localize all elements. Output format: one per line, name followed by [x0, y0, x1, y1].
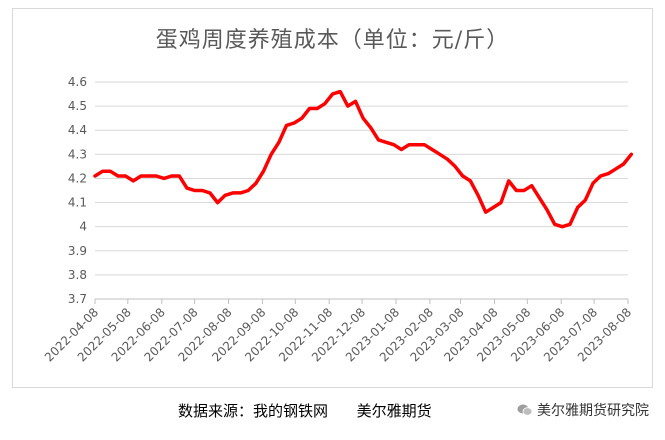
watermark-text: 美尔雅期货研究院	[537, 403, 649, 419]
data-source-note: 数据来源：我的钢铁网 美尔雅期货	[178, 402, 432, 420]
y-tick-label: 4.2	[68, 171, 87, 185]
wechat-icon	[517, 404, 533, 416]
y-tick-label: 4.4	[68, 123, 87, 137]
y-tick-label: 4.6	[68, 75, 87, 89]
y-tick-label: 3.9	[68, 244, 87, 258]
series-line	[93, 89, 634, 229]
series-layer	[93, 89, 634, 229]
y-tick-label: 4.3	[68, 147, 87, 161]
x-axis-ticks: 2022-04-082022-05-082022-06-082022-07-08…	[42, 299, 634, 364]
gridlines	[95, 81, 628, 276]
chart-title: 蛋鸡周度养殖成本（单位：元/斤）	[155, 28, 510, 53]
chart-frame	[12, 8, 653, 388]
y-tick-label: 4.1	[68, 196, 87, 210]
line-chart: 3.7 3.8 3.9 4 4.1 4.2 4.3 4.4 4.5 4.6 2022-04-082…	[42, 75, 634, 364]
watermark: 美尔雅期货研究院	[517, 400, 649, 420]
y-tick-label: 4	[79, 220, 87, 234]
y-tick-label: 4.5	[68, 99, 87, 113]
y-tick-label: 3.7	[68, 292, 87, 306]
y-axis-ticks: 3.7 3.8 3.9 4 4.1 4.2 4.3 4.4 4.5 4.6	[68, 75, 87, 306]
y-tick-label: 3.8	[68, 268, 87, 282]
